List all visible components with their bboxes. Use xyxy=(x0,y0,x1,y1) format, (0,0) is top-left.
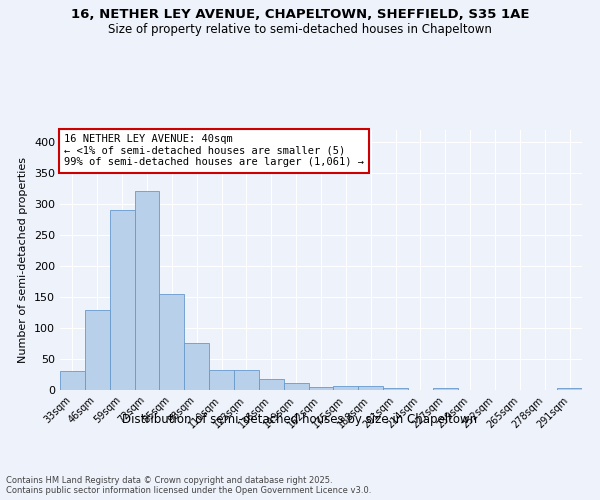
Text: Distribution of semi-detached houses by size in Chapeltown: Distribution of semi-detached houses by … xyxy=(122,412,478,426)
Bar xyxy=(284,382,308,390)
Bar xyxy=(334,386,358,390)
Bar xyxy=(433,388,458,390)
Bar xyxy=(60,372,85,390)
Bar xyxy=(308,387,334,390)
Text: Size of property relative to semi-detached houses in Chapeltown: Size of property relative to semi-detach… xyxy=(108,22,492,36)
Bar xyxy=(358,386,383,390)
Bar xyxy=(557,388,582,390)
Bar xyxy=(383,388,408,390)
Bar xyxy=(110,210,134,390)
Bar xyxy=(160,294,184,390)
Text: 16, NETHER LEY AVENUE, CHAPELTOWN, SHEFFIELD, S35 1AE: 16, NETHER LEY AVENUE, CHAPELTOWN, SHEFF… xyxy=(71,8,529,20)
Bar xyxy=(184,343,209,390)
Text: Contains HM Land Registry data © Crown copyright and database right 2025.
Contai: Contains HM Land Registry data © Crown c… xyxy=(6,476,371,495)
Bar xyxy=(259,379,284,390)
Bar xyxy=(209,370,234,390)
Bar xyxy=(85,310,110,390)
Text: 16 NETHER LEY AVENUE: 40sqm
← <1% of semi-detached houses are smaller (5)
99% of: 16 NETHER LEY AVENUE: 40sqm ← <1% of sem… xyxy=(64,134,364,168)
Bar xyxy=(134,190,160,390)
Y-axis label: Number of semi-detached properties: Number of semi-detached properties xyxy=(19,157,28,363)
Bar xyxy=(234,370,259,390)
